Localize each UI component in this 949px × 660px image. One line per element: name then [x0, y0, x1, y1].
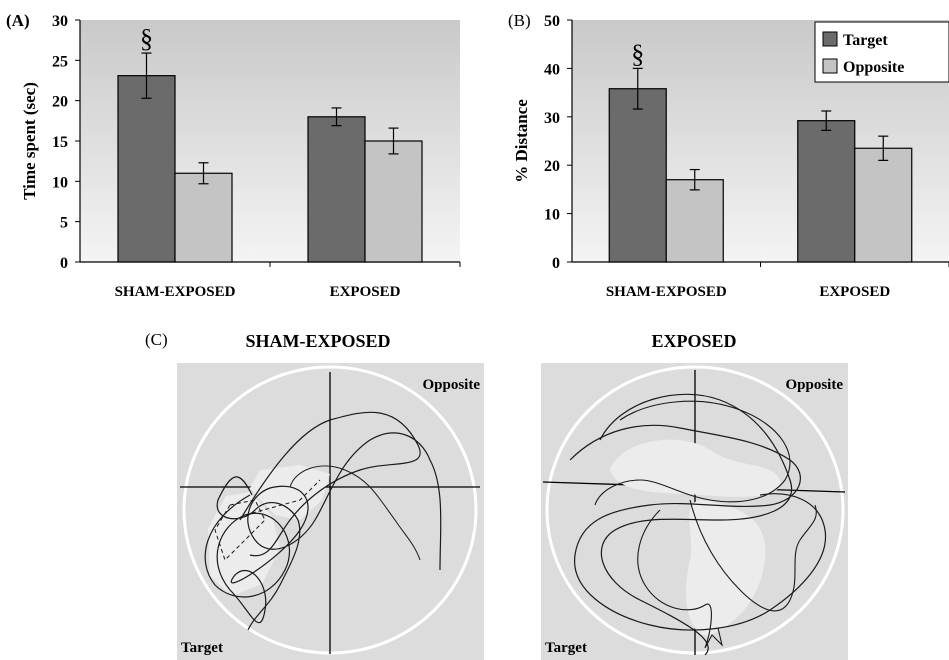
y-tick-label-b: 20 — [544, 158, 560, 175]
swim-path-exposed — [569, 424, 827, 631]
swim-path-exposed-5 — [637, 509, 723, 649]
bar-a-opposite-1 — [364, 140, 423, 263]
panel-label-a: (A) — [6, 11, 30, 30]
swim-path-sham-4 — [289, 465, 421, 561]
track-sham: Opposite Target — [177, 363, 484, 660]
track-exposed: Opposite Target — [541, 363, 848, 660]
x-tick-label-a: SHAM-EXPOSED — [115, 284, 236, 300]
legend-b: Target Opposite — [814, 21, 949, 83]
bar-b-opposite-0 — [665, 179, 724, 263]
panel-label-b: (B) — [508, 11, 531, 30]
track-label-target-exposed: Target — [545, 640, 587, 656]
bar-b-opposite-1 — [854, 147, 913, 263]
annotation-b: § — [631, 39, 644, 68]
x-tick-label-a: EXPOSED — [330, 284, 401, 300]
x-tick-label-b: SHAM-EXPOSED — [606, 284, 727, 300]
swim-area-sham — [250, 465, 330, 520]
bar-b-target-1 — [797, 120, 856, 263]
track-title-exposed: EXPOSED — [651, 331, 736, 351]
y-tick-label-a: 25 — [52, 53, 68, 70]
annotation-a: § — [140, 24, 153, 53]
swim-path-sham-dashed — [214, 479, 321, 561]
panel-a: (A) Time spent (sec) 0 5 10 15 20 25 30 § SHAM… — [6, 11, 461, 300]
y-tick-label-a: 30 — [52, 13, 68, 30]
y-tick-label-a: 15 — [52, 134, 68, 151]
bar-a-opposite-0 — [174, 172, 233, 263]
swim-area-exposed — [610, 439, 781, 497]
y-axis-label-b: % Distance — [512, 99, 531, 183]
x-tick-label-b: EXPOSED — [819, 284, 890, 300]
y-tick-label-b: 0 — [552, 255, 560, 272]
y-tick-label-b: 30 — [544, 110, 560, 127]
y-tick-label-a: 5 — [60, 215, 68, 232]
y-tick-label-a: 20 — [52, 94, 68, 111]
swim-path-sham-3 — [216, 476, 301, 631]
track-label-opposite-sham: Opposite — [422, 377, 480, 393]
y-tick-label-a: 10 — [52, 174, 68, 191]
swim-path-sham-2 — [239, 411, 421, 557]
swim-path-exposed-4 — [689, 499, 817, 612]
panel-label-c: (C) — [145, 330, 168, 349]
swim-path-exposed-2 — [599, 393, 793, 656]
legend-swatch-target — [822, 31, 838, 47]
y-axis-label-a: Time spent (sec) — [20, 82, 39, 200]
swim-area-sham-2 — [208, 492, 280, 596]
bar-a-target-0 — [117, 75, 176, 263]
panel-b: (B) % Distance 0 10 20 30 40 50 § SHAM-EXPOSE… — [508, 11, 949, 300]
y-tick-label-b: 40 — [544, 61, 560, 78]
swim-path-sham — [204, 432, 442, 624]
y-tick-label-b: 50 — [544, 13, 560, 30]
bar-a-target-1 — [307, 116, 366, 263]
panel-c: (C) SHAM-EXPOSED EXPOSED Opposite Target — [145, 330, 848, 660]
track-label-target-sham: Target — [181, 640, 223, 656]
track-label-opposite-exposed: Opposite — [785, 377, 843, 393]
legend-label-opposite: Opposite — [843, 59, 904, 76]
legend-swatch-opposite — [822, 58, 838, 74]
bar-b-target-0 — [608, 88, 667, 263]
swim-area-exposed-2 — [686, 500, 766, 636]
y-tick-label-a: 0 — [60, 255, 68, 272]
track-title-sham: SHAM-EXPOSED — [245, 331, 390, 351]
y-tick-label-b: 10 — [544, 207, 560, 224]
legend-label-target: Target — [843, 32, 888, 49]
swim-path-exposed-3 — [594, 400, 791, 506]
